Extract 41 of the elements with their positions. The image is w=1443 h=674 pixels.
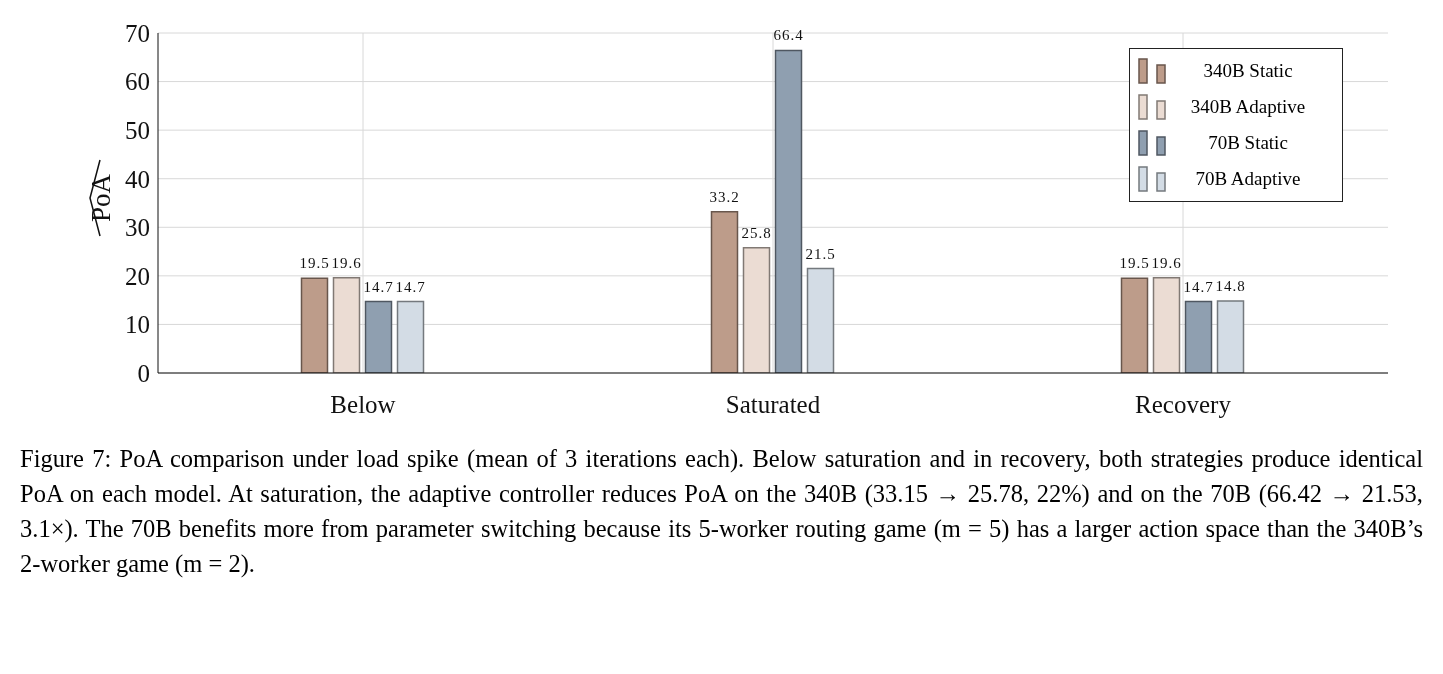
bar bbox=[1152, 277, 1181, 373]
bar bbox=[332, 277, 361, 373]
bar bbox=[710, 210, 739, 373]
data-label: 66.4 bbox=[773, 27, 804, 44]
bar bbox=[742, 246, 771, 373]
data-label: 19.6 bbox=[1151, 254, 1182, 271]
bar bbox=[1216, 300, 1245, 373]
caption: Figure 7: PoA comparison under load spike (mean of 3 iterations each). Below saturation and in recovery, both strategies produce identical PoA on each model. At saturation, the adaptive controller reduces PoA on the 340B (33.15 → 25.78, 22%) and on the 70B (66.42 → 21.53, 3.1×). The 70B benefits more from parameter switching because its 5-worker routing game (m = 5) has a larger action space than the 340B’s 2-worker game (m = 2). bbox=[20, 444, 1423, 580]
legend-label: 340B Adaptive bbox=[1189, 96, 1307, 118]
bar bbox=[806, 267, 835, 373]
data-label: 14.8 bbox=[1215, 278, 1246, 295]
data-label: 19.5 bbox=[1119, 255, 1150, 272]
data-label: 21.5 bbox=[805, 245, 836, 262]
x-tick-label: Saturated bbox=[725, 390, 821, 418]
data-label: 14.7 bbox=[1183, 278, 1214, 295]
y-axis-title: PoA bbox=[86, 173, 116, 223]
y-tick-label: 10 bbox=[125, 311, 150, 339]
legend-label: 70B Static bbox=[1207, 132, 1289, 154]
bar bbox=[1120, 277, 1149, 373]
legend-label: 340B Static bbox=[1202, 60, 1294, 82]
y-tick-label: 0 bbox=[137, 359, 150, 387]
data-label: 14.7 bbox=[395, 278, 426, 295]
data-label: 19.6 bbox=[331, 254, 362, 271]
data-label: 25.8 bbox=[741, 224, 772, 241]
y-tick-label: 40 bbox=[125, 165, 150, 193]
y-tick-label: 60 bbox=[125, 68, 150, 96]
y-tick-label: 50 bbox=[125, 117, 150, 145]
legend-label: 70B Adaptive bbox=[1194, 168, 1302, 190]
y-tick-label: 70 bbox=[125, 19, 150, 47]
bar bbox=[774, 49, 803, 373]
data-label: 19.5 bbox=[299, 255, 330, 272]
bar bbox=[300, 277, 329, 373]
data-label: 33.2 bbox=[709, 188, 740, 205]
bar bbox=[364, 300, 393, 373]
bar bbox=[1184, 300, 1213, 373]
y-tick-label: 30 bbox=[125, 214, 150, 242]
bar bbox=[396, 300, 425, 373]
y-tick-label: 20 bbox=[125, 262, 150, 290]
x-tick-label: Recovery bbox=[1135, 390, 1232, 418]
data-label: 14.7 bbox=[363, 278, 394, 295]
x-tick-label: Below bbox=[330, 390, 396, 418]
